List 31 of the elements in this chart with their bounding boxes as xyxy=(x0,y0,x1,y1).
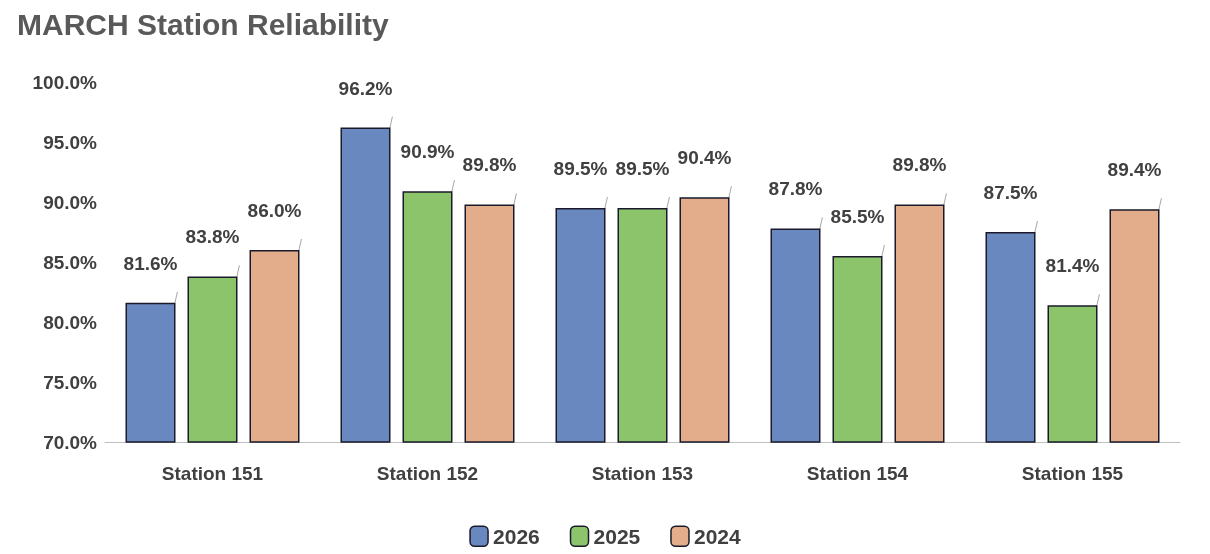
y-tick-label: 85.0% xyxy=(43,251,98,273)
y-tick-label: 90.0% xyxy=(43,191,98,213)
data-label: 90.4% xyxy=(677,147,732,169)
data-label: 83.8% xyxy=(185,226,240,248)
data-label: 89.5% xyxy=(615,158,670,179)
y-tick-label: 100.0% xyxy=(32,71,98,93)
y-tick-label: 70.0% xyxy=(43,431,98,453)
data-label: 89.4% xyxy=(1107,159,1162,181)
legend-label: 2026 xyxy=(493,524,540,548)
data-label: 87.8% xyxy=(768,178,823,200)
data-label: 90.9% xyxy=(400,141,455,163)
legend-label: 2024 xyxy=(693,524,742,548)
data-label: 85.5% xyxy=(830,206,885,227)
data-label: 96.2% xyxy=(338,77,393,99)
data-label: 87.5% xyxy=(983,182,1038,203)
x-tick-label: Station 155 xyxy=(1021,463,1124,484)
legend-label: 2025 xyxy=(593,524,641,548)
data-label: 81.6% xyxy=(123,252,178,274)
data-label: 89.8% xyxy=(462,154,517,176)
y-tick-label: 95.0% xyxy=(43,131,98,153)
x-tick-label: Station 152 xyxy=(376,463,479,484)
x-tick-label: Station 153 xyxy=(591,463,694,484)
data-label: 89.8% xyxy=(892,154,947,176)
data-label: 89.5% xyxy=(553,158,608,179)
data-label: 81.4% xyxy=(1045,255,1100,277)
y-tick-label: 80.0% xyxy=(43,311,98,333)
data-label: 86.0% xyxy=(247,200,302,221)
x-tick-label: Station 151 xyxy=(161,463,264,484)
y-tick-label: 75.0% xyxy=(43,371,98,393)
chart-title: MARCH Station Reliability xyxy=(17,7,389,41)
x-tick-label: Station 154 xyxy=(806,463,909,484)
